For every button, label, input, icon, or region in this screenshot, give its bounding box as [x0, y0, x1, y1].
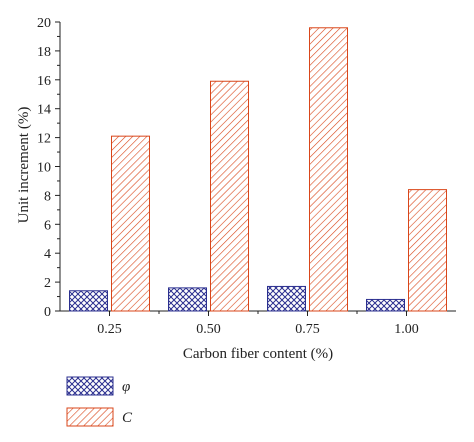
bar-c-0.25 [111, 135, 150, 312]
legend-swatch-c [66, 407, 114, 427]
y-tick-label: 10 [37, 161, 51, 176]
y-tick-label: 14 [37, 103, 51, 118]
bar-phi-1.00 [366, 298, 405, 312]
legend-label-phi: φ [122, 379, 130, 395]
y-tick-label: 0 [44, 305, 51, 320]
bar-c-0.50 [210, 80, 249, 312]
legend-label-c: C [122, 410, 133, 426]
y-tick-label: 18 [37, 45, 51, 60]
y-tick-label: 16 [37, 74, 51, 89]
bar-phi-0.75 [267, 285, 306, 312]
bar-phi-0.50 [168, 287, 207, 312]
x-tick-label: 1.00 [394, 322, 419, 337]
y-axis-title: Unit increment (%) [16, 107, 32, 224]
y-tick-label: 8 [44, 189, 51, 204]
legend-swatch-phi [66, 376, 114, 396]
y-tick-label: 6 [44, 218, 51, 233]
bar-c-0.75 [309, 27, 348, 312]
y-tick-label: 4 [44, 247, 51, 262]
y-tick-label: 20 [37, 16, 51, 31]
bar-phi-0.25 [69, 290, 108, 312]
y-tick-label: 2 [44, 276, 51, 291]
y-axis-ticks: 0 2 4 6 8 10 12 14 16 18 20 [37, 16, 60, 320]
x-tick-label: 0.25 [97, 322, 122, 337]
y-tick-label: 12 [37, 132, 51, 147]
x-axis-title: Carbon fiber content (%) [183, 346, 333, 362]
x-tick-label: 0.75 [295, 322, 320, 337]
legend: φ C [66, 376, 133, 427]
bars-group [69, 27, 447, 312]
bar-c-1.00 [408, 189, 447, 312]
x-axis-ticks: 0.25 0.50 0.75 1.00 [97, 311, 419, 337]
x-tick-label: 0.50 [196, 322, 221, 337]
